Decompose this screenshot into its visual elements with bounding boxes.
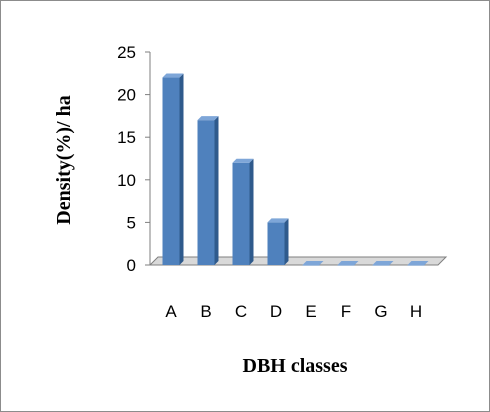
x-axis-title: DBH classes bbox=[243, 355, 348, 377]
bar-top bbox=[372, 261, 394, 265]
bar-front bbox=[407, 265, 425, 266]
bar-F bbox=[337, 261, 359, 266]
bar-side bbox=[179, 73, 184, 265]
bar-front bbox=[197, 120, 215, 265]
bar-A bbox=[162, 73, 184, 265]
bar-side bbox=[249, 158, 254, 265]
y-axis-title: Density(%)/ ha bbox=[53, 95, 75, 224]
bar-top bbox=[197, 116, 219, 121]
y-tick-label: 20 bbox=[117, 86, 136, 105]
floor-plane bbox=[148, 256, 448, 266]
bar-front bbox=[232, 162, 250, 265]
x-tick-label: F bbox=[341, 302, 351, 321]
y-axis bbox=[145, 51, 151, 266]
bar-front bbox=[337, 265, 355, 266]
y-tick-label: 5 bbox=[127, 213, 136, 232]
bar-front bbox=[162, 77, 180, 265]
y-tick-label: 15 bbox=[117, 128, 136, 147]
bar-top bbox=[302, 261, 324, 265]
bar-D bbox=[267, 218, 289, 265]
bar-side bbox=[214, 116, 219, 265]
bar-top bbox=[337, 261, 359, 265]
chart-floor bbox=[148, 256, 448, 266]
bar-top bbox=[162, 73, 184, 78]
bar-front bbox=[302, 265, 320, 266]
bar-H bbox=[407, 261, 429, 266]
y-tick-label: 0 bbox=[127, 256, 136, 275]
x-tick-label: G bbox=[374, 302, 387, 321]
bar-top bbox=[267, 218, 289, 223]
bar-E bbox=[302, 261, 324, 266]
bar-side bbox=[284, 218, 289, 265]
y-tick-label: 25 bbox=[117, 43, 136, 62]
bar-top bbox=[407, 261, 429, 265]
bar-C bbox=[232, 158, 254, 265]
bars bbox=[162, 73, 429, 266]
y-tick-label: 10 bbox=[117, 171, 136, 190]
x-tick-label: H bbox=[410, 302, 422, 321]
bar-front bbox=[372, 265, 390, 266]
bar-G bbox=[372, 261, 394, 266]
x-tick-labels: A B C D E F G H bbox=[165, 302, 422, 321]
x-tick-label: A bbox=[165, 302, 177, 321]
x-tick-label: C bbox=[235, 302, 247, 321]
y-tick-labels: 0 5 10 15 20 25 bbox=[117, 43, 136, 275]
bar-top bbox=[232, 158, 254, 163]
x-tick-label: B bbox=[200, 302, 211, 321]
x-tick-label: D bbox=[270, 302, 282, 321]
x-tick-label: E bbox=[305, 302, 316, 321]
bar-front bbox=[267, 222, 285, 265]
bar-B bbox=[197, 116, 219, 265]
